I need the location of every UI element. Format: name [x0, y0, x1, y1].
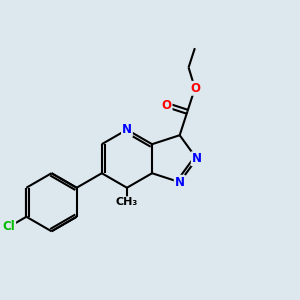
Text: CH₃: CH₃ [116, 197, 138, 207]
Text: O: O [190, 82, 200, 95]
Text: O: O [162, 98, 172, 112]
Text: N: N [192, 152, 202, 165]
Text: N: N [175, 176, 185, 189]
Text: N: N [122, 123, 132, 136]
Text: Cl: Cl [2, 220, 15, 233]
